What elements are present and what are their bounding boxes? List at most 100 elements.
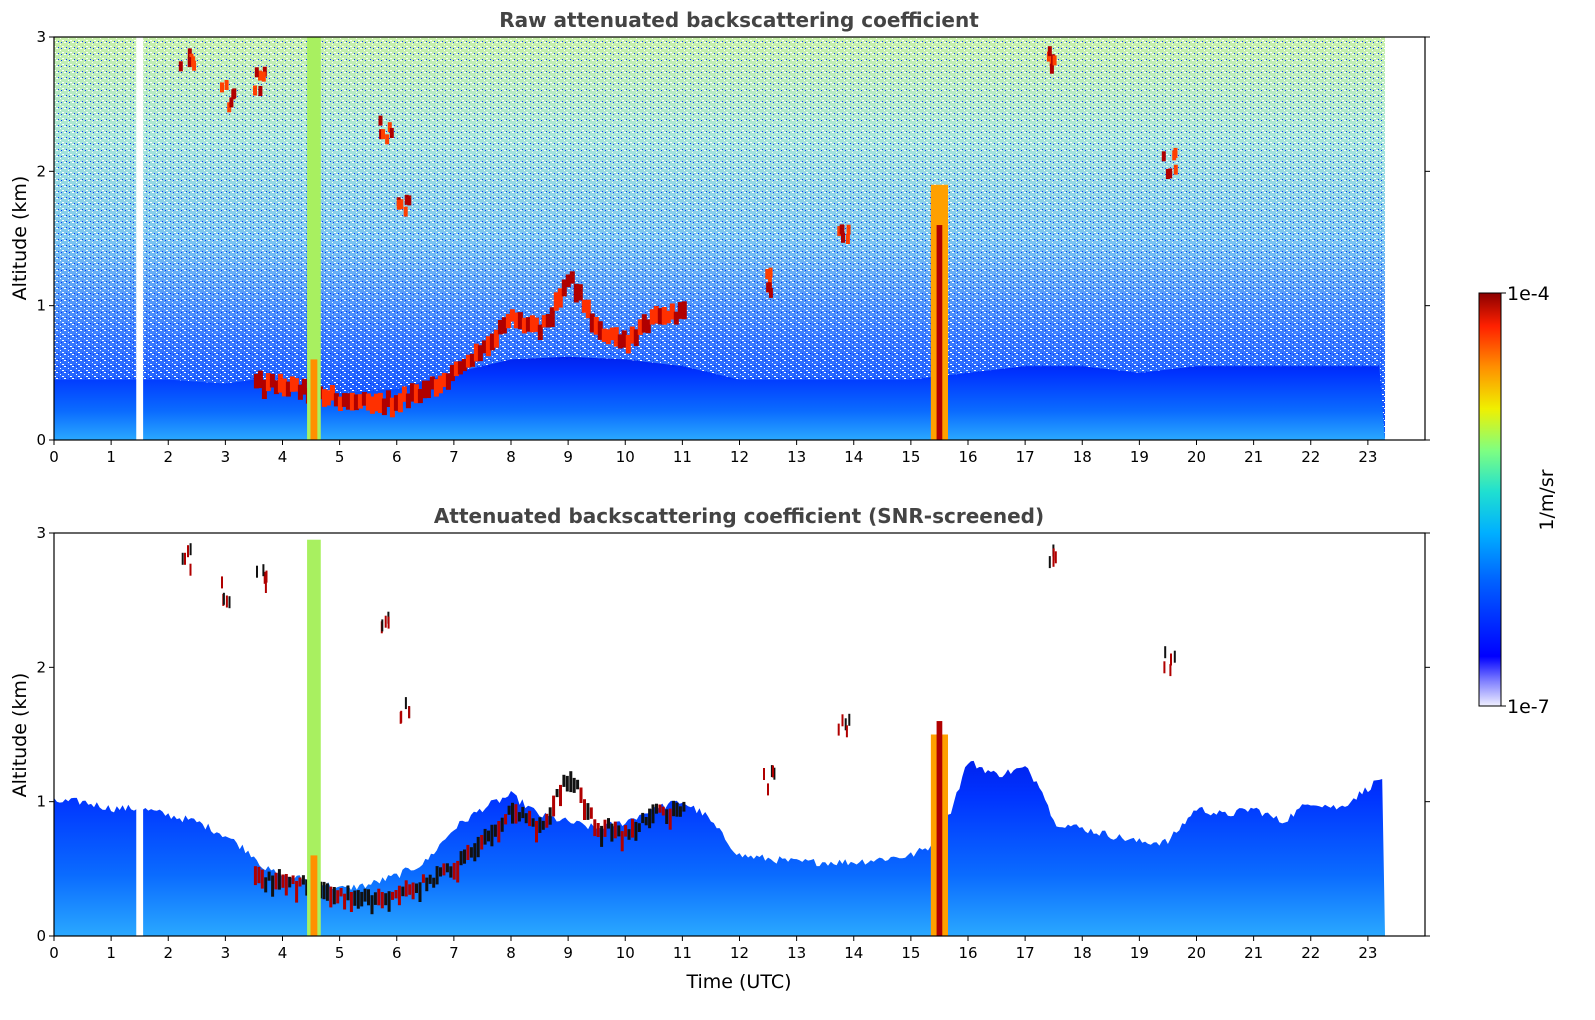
cloud-mark bbox=[605, 329, 611, 345]
cloud-mark bbox=[261, 379, 267, 399]
cloud-mark bbox=[553, 292, 559, 311]
x-tick-label: 0 bbox=[49, 448, 59, 466]
screened-cloud-mark bbox=[493, 824, 497, 837]
x-tick-label: 15 bbox=[901, 944, 920, 962]
cloud-mark bbox=[609, 327, 615, 341]
y-tick-label: 3 bbox=[36, 524, 46, 542]
screened-cloud-mark bbox=[480, 835, 484, 850]
screened-cloud-mark bbox=[517, 812, 521, 822]
cirrus-mark bbox=[846, 224, 851, 235]
cloud-mark bbox=[253, 373, 259, 389]
screened-cirrus-mark bbox=[222, 592, 225, 605]
screened-cloud-mark bbox=[607, 818, 610, 829]
screened-cloud-mark bbox=[545, 813, 549, 828]
cloud-mark bbox=[401, 386, 407, 402]
cirrus-mark bbox=[187, 57, 192, 68]
y-tick-label: 1 bbox=[36, 297, 46, 315]
screened-cirrus-mark bbox=[404, 697, 407, 710]
screened-cloud-mark bbox=[291, 875, 295, 884]
screened-cirrus-mark bbox=[1169, 664, 1172, 677]
cloud-mark bbox=[645, 319, 651, 334]
x-tick-label: 20 bbox=[1187, 944, 1206, 962]
x-tick-label: 19 bbox=[1130, 944, 1149, 962]
x-tick-label: 13 bbox=[787, 448, 806, 466]
screened-cloud-mark bbox=[288, 876, 292, 888]
screened-cloud-mark bbox=[531, 818, 535, 827]
screened-cloud-mark bbox=[548, 807, 552, 825]
precipitation-core bbox=[936, 225, 943, 440]
cloud-mark bbox=[321, 389, 327, 407]
screened-cirrus-mark bbox=[264, 581, 267, 593]
cloud-mark bbox=[493, 329, 499, 348]
cirrus-mark bbox=[404, 194, 409, 205]
y-tick-label: 0 bbox=[36, 927, 46, 945]
screened-cirrus-mark bbox=[848, 713, 851, 726]
screened-cirrus-mark bbox=[225, 595, 228, 608]
x-tick-label: 3 bbox=[221, 448, 231, 466]
cloud-mark bbox=[681, 301, 687, 320]
cloud-mark bbox=[661, 307, 667, 325]
screened-cirrus-mark bbox=[408, 706, 411, 719]
screened-cirrus-mark bbox=[400, 710, 403, 723]
screened-cirrus-mark bbox=[837, 723, 840, 736]
cloud-mark bbox=[349, 392, 355, 411]
cloud-mark bbox=[665, 310, 671, 324]
screened-cirrus-mark bbox=[1170, 653, 1172, 666]
cloud-mark bbox=[477, 345, 483, 362]
cirrus-mark bbox=[396, 199, 401, 210]
screened-cloud-mark bbox=[624, 825, 628, 837]
cloud-mark bbox=[381, 398, 387, 416]
screened-cloud-mark bbox=[442, 863, 446, 876]
screened-cloud-mark bbox=[648, 808, 652, 829]
cloud-mark bbox=[625, 334, 631, 354]
cirrus-mark bbox=[389, 128, 394, 138]
screened-cloud-mark bbox=[439, 867, 442, 877]
screened-cirrus-mark bbox=[773, 767, 776, 780]
cloud-mark bbox=[441, 372, 447, 387]
plot-1-x-ticks: 0 1 2 3 4 5 6 7 8 9 10 11 12 13 14 15 16 17 18 19 20 21 22 23 bbox=[49, 440, 1377, 466]
cloud-mark bbox=[497, 320, 503, 335]
cloud-mark bbox=[573, 283, 579, 303]
x-tick-label: 20 bbox=[1187, 448, 1206, 466]
cloud-mark bbox=[457, 361, 463, 375]
plot-1-y-axis-label: Altitude (km) bbox=[9, 176, 31, 301]
screened-cloud-mark bbox=[586, 803, 590, 820]
screened-cloud-mark bbox=[528, 810, 532, 827]
screened-cirrus-mark bbox=[263, 571, 266, 584]
x-tick-label: 1 bbox=[106, 448, 116, 466]
cloud-mark bbox=[453, 361, 459, 377]
screened-cloud-mark bbox=[569, 771, 573, 793]
screened-cloud-mark bbox=[644, 817, 648, 826]
screened-cloud-mark bbox=[668, 808, 672, 830]
x-tick-label: 6 bbox=[392, 944, 402, 962]
plot-2-y-ticks: 0 1 2 3 bbox=[36, 524, 1430, 945]
cloud-mark bbox=[265, 373, 271, 392]
cirrus-mark bbox=[767, 282, 772, 293]
screened-cirrus-mark bbox=[763, 768, 765, 780]
cloud-mark bbox=[537, 324, 543, 340]
screened-cloud-mark bbox=[596, 823, 600, 837]
cloud-mark bbox=[505, 313, 511, 329]
cloud-mark bbox=[445, 373, 451, 390]
screened-cloud-mark bbox=[600, 825, 604, 847]
cirrus-mark bbox=[385, 134, 390, 145]
screened-cloud-mark bbox=[452, 862, 456, 880]
screened-cloud-mark bbox=[658, 804, 662, 813]
screened-cloud-mark bbox=[504, 814, 508, 825]
cloud-mark bbox=[409, 383, 415, 402]
x-tick-label: 11 bbox=[673, 448, 692, 466]
cloud-mark bbox=[417, 389, 423, 404]
cirrus-mark bbox=[258, 86, 263, 96]
x-tick-label: 12 bbox=[730, 448, 749, 466]
colorbar: 1e-4 1e-7 1/m/sr bbox=[1478, 283, 1558, 718]
cloud-mark bbox=[485, 336, 491, 357]
screened-cloud-mark bbox=[428, 874, 432, 884]
x-tick-label: 23 bbox=[1358, 944, 1377, 962]
cloud-mark bbox=[669, 303, 675, 320]
screened-cloud-mark bbox=[538, 817, 542, 833]
x-tick-label: 7 bbox=[449, 448, 459, 466]
cirrus-mark bbox=[258, 70, 262, 81]
screened-cirrus-mark bbox=[767, 783, 769, 796]
cloud-mark bbox=[529, 315, 535, 333]
cloud-mark bbox=[389, 397, 395, 418]
